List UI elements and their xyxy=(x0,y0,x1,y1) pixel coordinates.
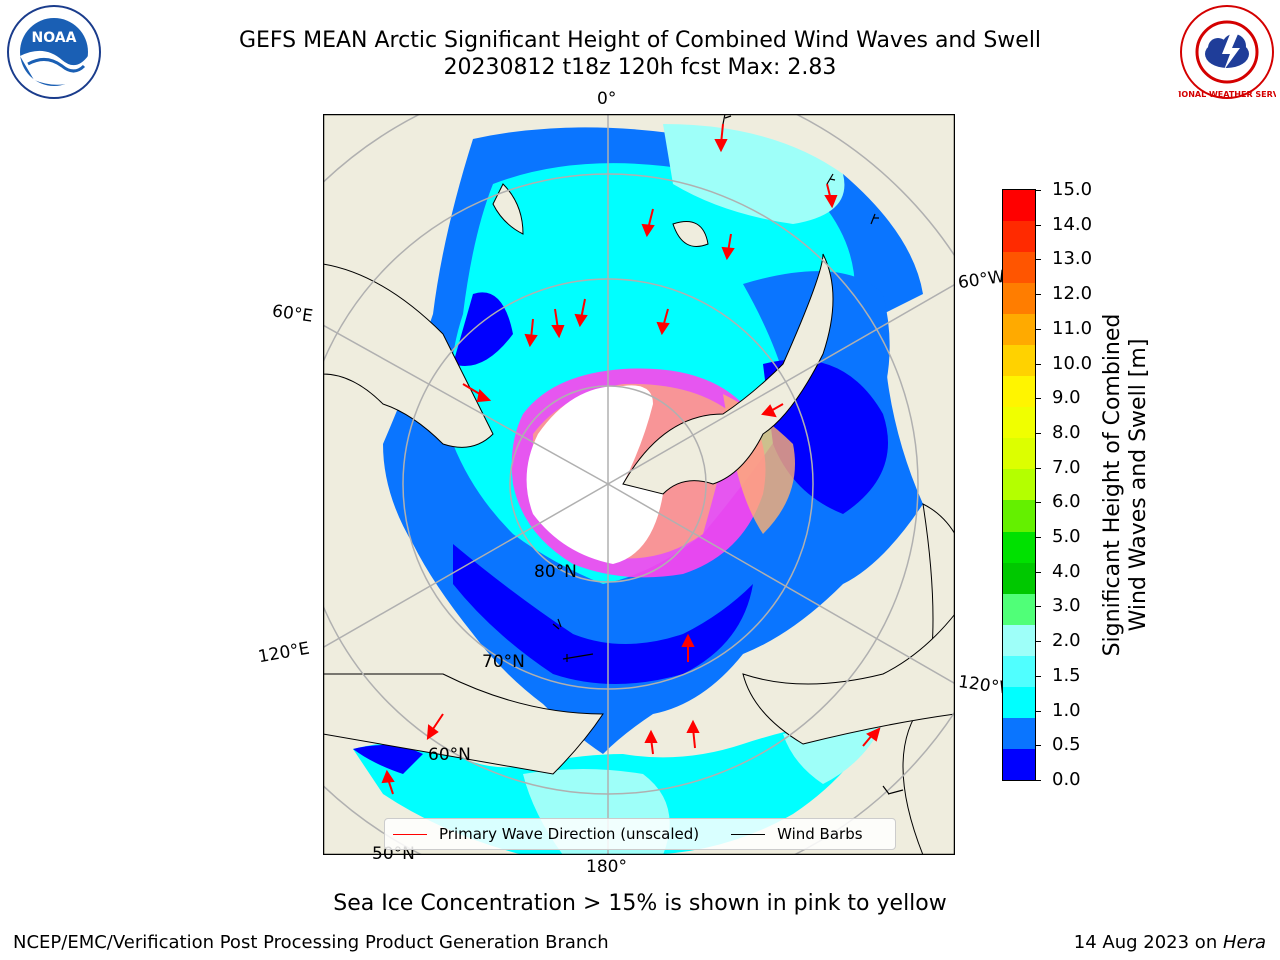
colorbar-segment xyxy=(1003,624,1035,656)
colorbar-tick-label: 0.5 xyxy=(1052,734,1081,756)
colorbar-segment xyxy=(1003,469,1035,501)
colorbar-tick-label: 14.0 xyxy=(1052,213,1093,235)
nws-logo-icon: NATIONAL WEATHER SERVICE xyxy=(1161,4,1280,104)
colorbar-tick-mark xyxy=(1035,363,1041,365)
noaa-logo-text: NOAA xyxy=(32,30,77,46)
arctic-map xyxy=(323,114,955,859)
lon-label-60e: 60°E xyxy=(270,301,315,327)
colorbar-segment xyxy=(1003,221,1035,253)
colorbar-tick-mark xyxy=(1035,675,1041,677)
legend-red-line xyxy=(393,833,427,835)
chart-subtitle: 20230812 t18z 120h fcst Max: 2.83 xyxy=(443,55,837,80)
colorbar-tick-label: 8.0 xyxy=(1052,421,1081,443)
colorbar-tick-mark xyxy=(1035,537,1041,539)
colorbar-tick-label: 7.0 xyxy=(1052,456,1081,478)
colorbar-segment xyxy=(1003,717,1035,749)
colorbar-tick-mark xyxy=(1035,502,1041,504)
footer-left: NCEP/EMC/Verification Post Processing Pr… xyxy=(13,932,609,953)
sea-ice-caption: Sea Ice Concentration > 15% is shown in … xyxy=(333,891,947,916)
wave-arrows xyxy=(381,123,881,795)
colorbar-tick-mark xyxy=(1035,467,1041,469)
landmasses xyxy=(323,183,955,855)
colorbar-tick-label: 0.0 xyxy=(1052,769,1081,790)
colorbar-tick-mark xyxy=(1035,294,1041,296)
colorbar-segment xyxy=(1003,314,1035,346)
colorbar-segment xyxy=(1003,655,1035,687)
noaa-logo-icon: NOAA xyxy=(4,4,104,104)
colorbar-tick-mark xyxy=(1035,606,1041,608)
lat-label-80n: 80°N xyxy=(534,562,577,582)
colorbar xyxy=(1002,189,1036,781)
colorbar-tick-mark xyxy=(1035,224,1041,226)
colorbar-tick-mark xyxy=(1035,328,1041,330)
colorbar-segment xyxy=(1003,376,1035,408)
colorbar-tick-mark xyxy=(1035,398,1041,400)
colorbar-label-line2: Wind Waves and Swell [m] xyxy=(1126,338,1151,632)
colorbar-segment xyxy=(1003,593,1035,625)
legend-primary-wave-label: Primary Wave Direction (unscaled) xyxy=(439,825,700,843)
colorbar-segment xyxy=(1003,686,1035,718)
lon-label-180: 180° xyxy=(586,857,627,877)
footer-right: 14 Aug 2023 on Hera xyxy=(1074,932,1266,953)
colorbar-tick-mark xyxy=(1035,780,1041,781)
colorbar-tick-label: 9.0 xyxy=(1052,387,1081,409)
colorbar-tick-mark xyxy=(1035,641,1041,643)
colorbar-segment xyxy=(1003,562,1035,594)
colorbar-tick-mark xyxy=(1035,190,1041,191)
legend-wind-barbs-label: Wind Barbs xyxy=(777,825,863,843)
colorbar-tick-mark xyxy=(1035,710,1041,712)
colorbar-tick-mark xyxy=(1035,571,1041,573)
lat-label-60n: 60°N xyxy=(428,745,471,765)
colorbar-segment xyxy=(1003,748,1035,780)
colorbar-tick-label: 3.0 xyxy=(1052,595,1081,617)
colorbar-tick-label: 5.0 xyxy=(1052,526,1081,548)
colorbar-tick-label: 6.0 xyxy=(1052,491,1081,513)
colorbar-tick-label: 13.0 xyxy=(1052,248,1093,270)
legend-item-wind-barbs: Wind Barbs xyxy=(731,825,863,843)
colorbar-tick-label: 12.0 xyxy=(1052,283,1093,305)
colorbar-segment xyxy=(1003,190,1035,222)
legend-black-line xyxy=(731,833,766,835)
colorbar-tick-label: 1.0 xyxy=(1052,699,1081,721)
colorbar-tick-mark xyxy=(1035,745,1041,747)
colorbar-tick-label: 15.0 xyxy=(1052,179,1093,200)
colorbar-segment xyxy=(1003,407,1035,439)
footer-host: Hera xyxy=(1222,932,1266,953)
chart-title: GEFS MEAN Arctic Significant Height of C… xyxy=(238,28,1042,53)
lon-label-120e: 120°E xyxy=(256,638,312,668)
colorbar-tick-label: 4.0 xyxy=(1052,560,1081,582)
colorbar-segment xyxy=(1003,283,1035,315)
legend-item-primary-wave: Primary Wave Direction (unscaled) xyxy=(393,825,699,843)
nws-logo-text: NATIONAL WEATHER SERVICE xyxy=(1178,90,1276,99)
colorbar-tick-mark xyxy=(1035,259,1041,261)
colorbar-segment xyxy=(1003,345,1035,377)
lon-label-60w: 60°W xyxy=(956,266,1007,294)
colorbar-title: Significant Height of Combined Wind Wave… xyxy=(1100,285,1152,685)
lat-label-70n: 70°N xyxy=(482,652,525,672)
colorbar-segment xyxy=(1003,438,1035,470)
colorbar-label-line1: Significant Height of Combined xyxy=(1100,313,1125,657)
graticule xyxy=(323,114,955,855)
colorbar-tick-mark xyxy=(1035,432,1041,434)
wind-barbs xyxy=(552,114,904,795)
colorbar-segment xyxy=(1003,531,1035,563)
colorbar-segment xyxy=(1003,500,1035,532)
colorbar-segment xyxy=(1003,252,1035,284)
footer-date: 14 Aug 2023 on xyxy=(1073,932,1223,953)
map-legend: Primary Wave Direction (unscaled) Wind B… xyxy=(384,818,896,850)
lon-label-0: 0° xyxy=(597,89,617,109)
colorbar-tick-label: 11.0 xyxy=(1052,317,1093,339)
colorbar-tick-label: 2.0 xyxy=(1052,630,1081,652)
colorbar-tick-label: 10.0 xyxy=(1052,352,1093,374)
colorbar-tick-label: 1.5 xyxy=(1052,664,1081,686)
